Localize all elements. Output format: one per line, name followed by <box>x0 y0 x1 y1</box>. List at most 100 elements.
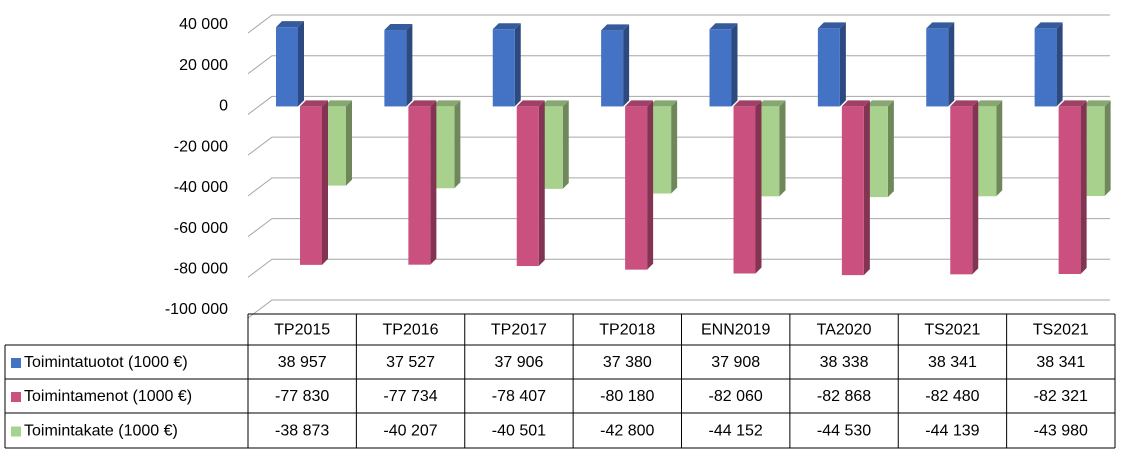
table-value: -43 980 <box>1034 423 1088 440</box>
category-label: TS2021 <box>1033 322 1089 339</box>
bar-top <box>865 100 894 107</box>
table-value: 38 338 <box>820 354 869 371</box>
bar <box>625 106 648 270</box>
grid-line <box>247 258 1110 278</box>
y-tick-label: -20 000 <box>174 138 228 155</box>
table-value: 37 527 <box>386 354 435 371</box>
table-value: 38 341 <box>928 354 977 371</box>
y-tick-label: 20 000 <box>179 57 228 74</box>
bar-side <box>562 100 569 189</box>
bar <box>974 106 997 197</box>
bar-top <box>841 100 870 107</box>
table-value: -82 060 <box>709 388 763 405</box>
bar-top <box>540 100 569 107</box>
bar-side <box>454 100 461 189</box>
bar <box>950 106 973 275</box>
bar <box>384 30 407 107</box>
bar-side <box>731 23 738 107</box>
bar <box>865 106 888 198</box>
bar-top <box>516 100 545 107</box>
legend-label: Toimintatuotot (1000 €) <box>24 354 188 371</box>
bar-top <box>1034 22 1063 29</box>
legend-label: Toimintakate (1000 €) <box>24 423 178 440</box>
category-label: TS2021 <box>924 322 980 339</box>
y-tick-label: -100 000 <box>165 301 228 318</box>
bar-top <box>384 24 413 31</box>
bar <box>1034 28 1057 107</box>
bar <box>492 29 515 107</box>
table-value: -40 207 <box>383 423 437 440</box>
bar-top <box>1058 100 1087 107</box>
bar <box>817 28 840 107</box>
bar <box>408 106 431 265</box>
bar <box>1082 106 1105 196</box>
grid-line <box>247 299 1110 319</box>
bar-side <box>298 21 304 107</box>
bar-side <box>514 23 521 107</box>
category-label: TA2020 <box>817 322 872 339</box>
legend-label: Toimintamenot (1000 €) <box>24 388 192 405</box>
bar-top <box>757 100 786 107</box>
bar-side <box>430 100 437 265</box>
bar <box>324 106 346 186</box>
bar-top <box>432 100 461 107</box>
bar <box>300 106 322 265</box>
bar-side <box>948 22 955 107</box>
grid-line <box>247 177 1110 197</box>
table-value: -44 152 <box>709 423 763 440</box>
bar-top <box>324 100 352 107</box>
bar <box>926 28 949 107</box>
bar-side <box>1080 100 1087 275</box>
category-label: TP2015 <box>274 322 330 339</box>
bar-side <box>863 100 870 276</box>
y-tick-label: 0 <box>219 98 228 115</box>
bar-side <box>1056 22 1063 107</box>
y-tick-label: -60 000 <box>174 220 228 237</box>
bar-top <box>649 100 678 107</box>
bar-side <box>1104 100 1111 196</box>
legend-swatch <box>11 426 21 437</box>
table-value: -44 139 <box>925 423 979 440</box>
bar-side <box>972 100 979 275</box>
bar-top <box>601 24 630 31</box>
table-value: -44 530 <box>817 423 871 440</box>
table-value: -82 868 <box>817 388 871 405</box>
bar <box>276 27 298 107</box>
bar-side <box>647 100 654 270</box>
bar-top <box>926 22 955 29</box>
bar-top <box>974 100 1003 107</box>
bar <box>709 29 732 107</box>
bar-side <box>755 100 762 274</box>
bar-side <box>346 100 352 186</box>
table-value: -42 800 <box>600 423 654 440</box>
bar <box>540 106 563 189</box>
bar <box>649 106 672 194</box>
bar-side <box>671 100 678 194</box>
bar-side <box>996 100 1003 197</box>
bar-side <box>779 100 786 197</box>
bar <box>733 106 756 274</box>
legend-swatch <box>11 358 21 368</box>
table-value: -82 321 <box>1034 388 1088 405</box>
y-tick-label: 40 000 <box>179 16 228 33</box>
table-value: -78 407 <box>492 388 546 405</box>
bar <box>432 106 455 189</box>
bar-top <box>1082 100 1111 107</box>
y-tick-label: -80 000 <box>174 261 228 278</box>
table-value: 37 908 <box>711 354 760 371</box>
bar-top <box>950 100 979 107</box>
bar <box>841 106 864 276</box>
bar-side <box>623 24 630 107</box>
bar-side <box>839 22 846 107</box>
bar-top <box>408 100 437 107</box>
category-label: ENN2019 <box>701 322 770 339</box>
table-value: 38 341 <box>1036 354 1085 371</box>
bar-top <box>625 100 654 107</box>
category-label: TP2018 <box>599 322 655 339</box>
table-value: 37 380 <box>603 354 652 371</box>
bar-top <box>300 100 328 107</box>
bar <box>757 106 780 197</box>
bar <box>1058 106 1081 275</box>
table-value: -40 501 <box>492 423 546 440</box>
bar-side <box>322 100 328 265</box>
